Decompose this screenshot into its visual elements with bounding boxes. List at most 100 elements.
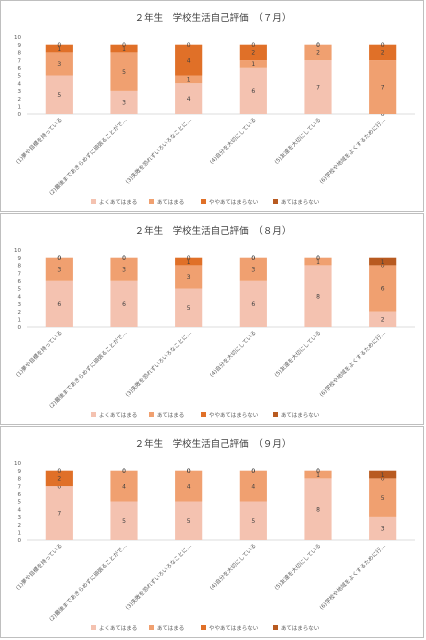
y-tick-label: 3	[18, 89, 22, 95]
data-label: 0	[316, 255, 320, 262]
legend-swatch	[91, 199, 96, 204]
chart-title: ２年生 学校生活自己評価 （７月）	[135, 12, 292, 24]
data-label: 0	[381, 111, 385, 118]
bar-segment	[175, 44, 203, 76]
data-label: 0	[316, 468, 320, 475]
bar-segment	[239, 280, 267, 327]
y-tick-label: 1	[18, 105, 22, 111]
data-label: 6	[251, 301, 255, 308]
y-tick-label: 2	[18, 310, 22, 316]
data-label: 1	[381, 259, 385, 266]
data-label: 2	[316, 50, 320, 57]
x-category-label: (1)夢や目標を持っている	[14, 542, 64, 592]
x-category-label: (3)失敗を恐れずいろいろなことに…	[124, 116, 194, 186]
data-label: 6	[57, 301, 61, 308]
y-tick-label: 7	[18, 58, 22, 64]
bar-segment	[110, 52, 138, 91]
legend-label: あてはまる	[157, 625, 184, 632]
data-label: 1	[187, 77, 191, 84]
y-tick-label: 9	[18, 256, 22, 262]
bar-segment	[45, 257, 73, 281]
data-label: 3	[251, 266, 255, 273]
data-label: 2	[381, 50, 385, 57]
bar-segment	[45, 470, 73, 487]
bar-segment	[45, 52, 73, 76]
data-label: 1	[316, 259, 320, 266]
data-label: 5	[187, 518, 191, 525]
y-tick-label: 1	[18, 531, 22, 537]
legend-swatch	[149, 412, 154, 417]
data-label: 0	[251, 468, 255, 475]
legend-swatch	[273, 199, 278, 204]
data-label: 6	[251, 88, 255, 95]
chart-title: ２年生 学校生活自己評価 （９月）	[135, 438, 292, 450]
bar-segment	[45, 486, 73, 540]
y-tick-label: 5	[18, 500, 22, 506]
y-tick-label: 5	[18, 74, 22, 80]
data-label: 0	[57, 468, 61, 475]
data-label: 4	[187, 96, 191, 103]
y-tick-label: 4	[18, 81, 22, 87]
data-label: 0	[187, 468, 191, 475]
data-label: 4	[251, 483, 255, 490]
y-tick-label: 7	[18, 484, 22, 490]
bar-segment	[175, 501, 203, 540]
data-label: 2	[57, 476, 61, 483]
legend-label: よくあてはまる	[99, 199, 137, 206]
data-label: 0	[251, 42, 255, 49]
data-label: 1	[122, 46, 126, 53]
chart-title: ２年生 学校生活自己評価 （８月）	[135, 225, 292, 237]
chart-panel-august: ２年生 学校生活自己評価 （８月） 0 1 2 3 4 5 6 7 8 9 10 6 3 0 0 (1)夢や目標…	[0, 213, 424, 425]
bar-segment	[45, 44, 73, 53]
data-label: 4	[187, 483, 191, 490]
bar-segment	[110, 280, 138, 327]
data-label: 1	[251, 61, 255, 68]
bar-segment	[175, 257, 203, 266]
y-tick-label: 10	[14, 35, 21, 41]
legend-swatch	[201, 625, 206, 630]
x-category-label: (5)友達を大切にしている	[272, 329, 322, 379]
chart-svg-july: ２年生 学校生活自己評価 （７月）0123456789105310(1)夢や目標…	[14, 12, 415, 206]
data-label: 0	[316, 468, 320, 475]
bar-segment	[369, 311, 397, 327]
bar-segment	[304, 470, 332, 479]
data-label: 1	[187, 259, 191, 266]
data-label: 0	[251, 255, 255, 262]
bar-segment	[239, 501, 267, 540]
data-label: 3	[57, 61, 61, 68]
x-category-label: (3)失敗を恐れずいろいろなことに…	[124, 542, 194, 612]
bar-segment	[369, 516, 397, 540]
y-tick-label: 0	[18, 538, 22, 544]
data-label: 0	[316, 42, 320, 49]
data-label: 6	[381, 286, 385, 293]
data-label: 0	[57, 483, 61, 490]
data-label: 6	[122, 301, 126, 308]
data-label: 8	[316, 293, 320, 300]
data-label: 5	[122, 518, 126, 525]
data-label: 3	[57, 266, 61, 273]
data-label: 5	[57, 92, 61, 99]
y-tick-label: 6	[18, 279, 22, 285]
y-tick-label: 6	[18, 66, 22, 72]
bar-segment	[45, 280, 73, 327]
y-tick-label: 10	[14, 461, 21, 467]
legend-label: よくあてはまる	[99, 625, 137, 632]
legend-swatch	[201, 412, 206, 417]
bar-segment	[175, 75, 203, 84]
data-label: 1	[381, 472, 385, 479]
data-label: 7	[381, 84, 385, 91]
bar-segment	[110, 44, 138, 53]
y-tick-label: 8	[18, 264, 22, 270]
y-tick-label: 3	[18, 302, 22, 308]
y-tick-label: 6	[18, 492, 22, 498]
legend-label: あてはまる	[157, 199, 184, 206]
x-category-label: (6)学校や地域をよくするために行…	[318, 542, 388, 612]
data-label: 7	[57, 510, 61, 517]
bar-segment	[304, 60, 332, 114]
y-tick-label: 10	[14, 248, 21, 254]
legend-swatch	[273, 625, 278, 630]
legend-label: あてはまる	[157, 412, 184, 419]
data-label: 0	[187, 468, 191, 475]
x-category-label: (2)最後まであきらめずに頑張ることがで…	[47, 329, 128, 410]
data-label: 8	[316, 506, 320, 513]
